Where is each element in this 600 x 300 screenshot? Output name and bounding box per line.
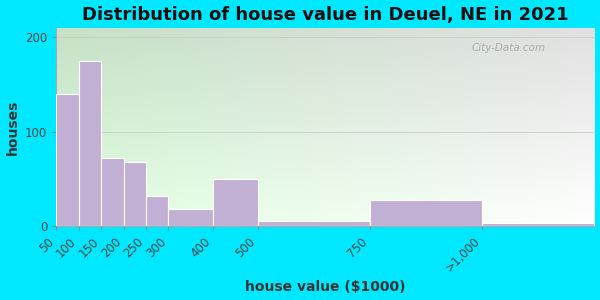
Bar — [101, 158, 124, 226]
Text: City-Data.com: City-Data.com — [471, 43, 545, 53]
Title: Distribution of house value in Deuel, NE in 2021: Distribution of house value in Deuel, NE… — [82, 6, 569, 24]
Bar — [124, 162, 146, 226]
X-axis label: house value ($1000): house value ($1000) — [245, 280, 406, 294]
Y-axis label: houses: houses — [5, 99, 20, 155]
Bar — [370, 200, 482, 226]
Bar — [79, 61, 101, 226]
Bar — [214, 179, 258, 226]
Bar — [169, 209, 214, 226]
Bar — [56, 94, 79, 226]
Bar — [258, 221, 370, 226]
Bar — [482, 223, 595, 226]
Bar — [146, 196, 169, 226]
